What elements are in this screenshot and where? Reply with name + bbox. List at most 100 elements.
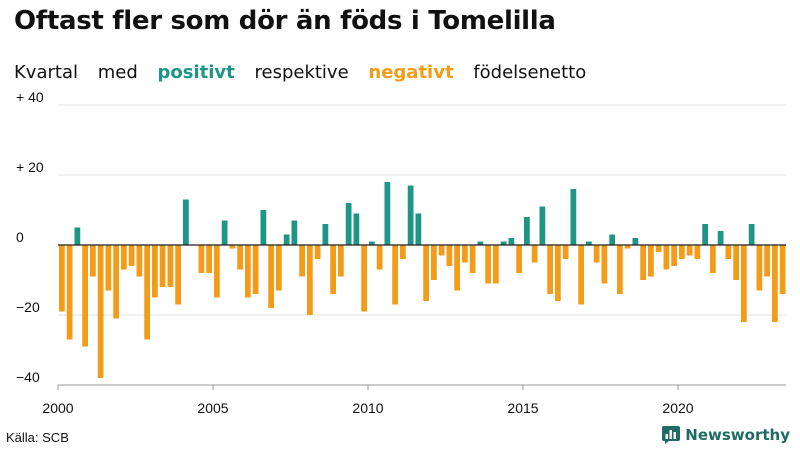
bar-2014-K1 (493, 245, 499, 284)
bar-2000-K1 (59, 245, 65, 312)
bar-2005-K1 (214, 245, 220, 298)
bar-2009-K4 (361, 245, 367, 312)
bar-2016-K1 (555, 245, 561, 301)
chart-subtitle: Kvartal med positivt respektive negativt… (14, 62, 600, 83)
bar-2004-K4 (206, 245, 212, 273)
y-tick-label: + 20 (16, 159, 44, 175)
bar-2019-K3 (663, 245, 670, 270)
bar-2016-K4 (578, 245, 584, 305)
bar-2020-K2 (686, 245, 693, 256)
bar-2005-K2 (221, 220, 228, 245)
bar-2002-K2 (128, 245, 135, 266)
bar-2012-K3 (446, 245, 453, 266)
bar-2000-K3 (74, 227, 81, 245)
source-note: Källa: SCB (6, 430, 69, 445)
bar-2008-K1 (307, 245, 313, 315)
bar-2012-K4 (454, 245, 460, 291)
bar-2003-K4 (175, 245, 181, 305)
bar-2021-K4 (733, 245, 739, 280)
bar-2002-K1 (121, 245, 127, 270)
bar-2006-K4 (268, 245, 274, 308)
bar-2007-K3 (291, 220, 298, 245)
bar-2007-K1 (276, 245, 282, 291)
bar-2013-K4 (485, 245, 491, 284)
bar-2001-K4 (113, 245, 119, 319)
bar-2006-K1 (245, 245, 251, 298)
bar-2019-K4 (671, 245, 677, 266)
y-tick-label: −20 (16, 299, 40, 315)
bar-2020-K1 (679, 245, 685, 259)
bar-2011-K2 (407, 185, 414, 245)
bar-2006-K2 (252, 245, 259, 294)
bar-2020-K3 (694, 245, 701, 259)
bar-2018-K1 (617, 245, 623, 294)
bar-chart-logo-icon (662, 426, 681, 444)
bar-2017-K3 (601, 245, 608, 284)
bar-2009-K2 (345, 203, 352, 245)
bar-2021-K2 (717, 231, 724, 245)
y-tick-label: + 40 (16, 89, 44, 105)
bar-2017-K1 (586, 241, 592, 245)
bar-2013-K3 (477, 241, 484, 245)
x-tick-label: 2005 (197, 400, 228, 416)
bar-2023-K1 (772, 245, 778, 322)
bar-2008-K3 (322, 224, 329, 245)
bar-2015-K3 (539, 206, 546, 245)
bar-2012-K1 (431, 245, 437, 280)
bar-2015-K4 (547, 245, 553, 294)
bar-2011-K3 (415, 213, 422, 245)
y-tick-label: 0 (16, 229, 24, 245)
bar-2021-K1 (710, 245, 716, 273)
bar-2022-K1 (741, 245, 747, 322)
bar-2016-K3 (570, 189, 577, 245)
bar-2008-K4 (330, 245, 336, 294)
bar-2009-K3 (353, 213, 360, 245)
bar-2014-K3 (508, 238, 515, 245)
subtitle-positive-label: positivt (157, 62, 235, 83)
bar-2017-K4 (609, 234, 615, 245)
bar-2023-K2 (779, 245, 786, 294)
bar-2017-K2 (593, 245, 600, 263)
bar-2001-K1 (90, 245, 96, 277)
subtitle-word-med: med (97, 62, 138, 83)
bar-2001-K3 (105, 245, 112, 291)
bar-2002-K4 (144, 245, 150, 340)
bar-2020-K4 (702, 224, 708, 245)
bar-2005-K3 (229, 245, 236, 249)
bar-2014-K2 (500, 241, 507, 245)
bar-2008-K2 (314, 245, 321, 259)
subtitle-negative-label: negativt (368, 62, 454, 83)
bar-2016-K2 (562, 245, 569, 259)
x-tick-label: 2015 (507, 400, 538, 416)
bar-2010-K1 (369, 241, 375, 245)
bar-2004-K1 (183, 199, 189, 245)
bar-2010-K2 (376, 245, 383, 270)
bar-2004-K3 (198, 245, 205, 273)
bar-2011-K4 (423, 245, 429, 301)
bar-2007-K4 (299, 245, 305, 277)
bar-2003-K3 (167, 245, 174, 287)
bar-2000-K2 (66, 245, 73, 340)
chart-title: Oftast fler som dör än föds i Tomelilla (14, 6, 556, 36)
bar-2022-K3 (756, 245, 763, 291)
bar-2003-K2 (159, 245, 166, 287)
bar-2011-K1 (400, 245, 406, 259)
bar-2002-K3 (136, 245, 143, 277)
bar-2022-K2 (748, 224, 755, 245)
bar-2021-K3 (725, 245, 732, 259)
bar-2013-K2 (469, 245, 476, 273)
bar-2000-K4 (82, 245, 88, 347)
subtitle-word-fodelsenetto: födelsenetto (473, 62, 587, 83)
bar-2001-K2 (97, 245, 104, 378)
bar-2013-K1 (462, 245, 468, 263)
bar-2012-K2 (438, 245, 445, 256)
bar-2005-K4 (237, 245, 243, 270)
x-tick-label: 2000 (42, 400, 73, 416)
bar-2014-K4 (516, 245, 522, 273)
bar-2010-K4 (392, 245, 398, 305)
bar-2018-K3 (632, 238, 639, 245)
x-tick-label: 2020 (662, 400, 693, 416)
brand-name: Newsworthy (685, 426, 790, 444)
bar-2018-K4 (640, 245, 646, 280)
